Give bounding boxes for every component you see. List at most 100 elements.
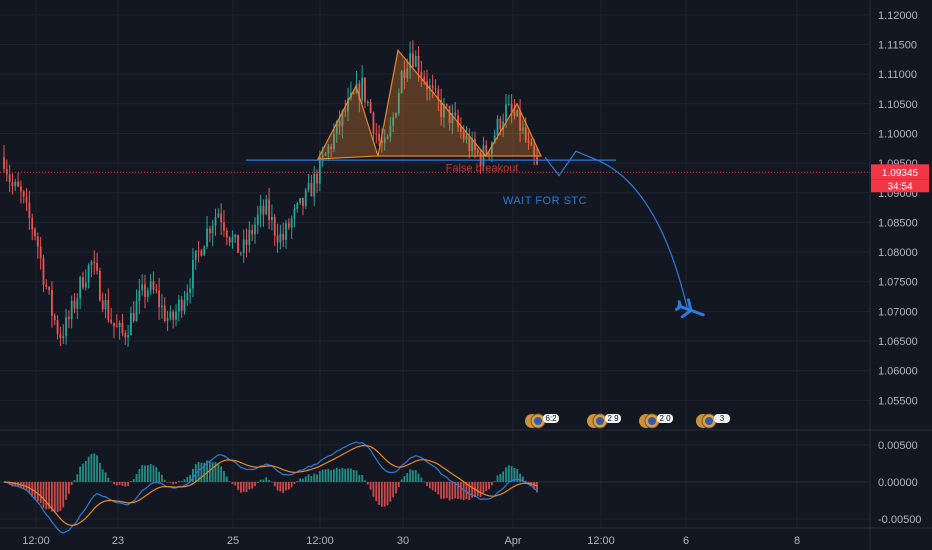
histogram-bar [471, 481, 474, 498]
histogram-bar [234, 481, 237, 486]
histogram-bar [389, 481, 392, 502]
histogram-bar [318, 471, 321, 482]
candle-body [445, 104, 448, 106]
head [377, 49, 488, 157]
candle-body [242, 239, 245, 253]
candle-body [341, 110, 344, 127]
histogram-bar [186, 476, 189, 482]
histogram-bar [414, 470, 417, 482]
histogram-bar [217, 463, 220, 482]
histogram-bar [516, 468, 519, 482]
histogram-bar [158, 471, 161, 482]
candle-body [259, 205, 262, 215]
candle-body [366, 101, 369, 103]
histogram-bar [372, 481, 375, 497]
histogram-bar [409, 469, 411, 482]
candle-body [321, 155, 324, 158]
candle-body [158, 290, 161, 307]
histogram-bar [166, 481, 169, 483]
candle-body [211, 225, 214, 234]
histogram-bar [524, 480, 527, 482]
histogram-bar [352, 469, 355, 482]
histogram-bar [197, 462, 200, 482]
histogram-bar [392, 481, 395, 498]
candle-body [296, 203, 299, 209]
histogram-bar [62, 481, 65, 508]
candle-body [127, 335, 129, 338]
histogram-bar [220, 466, 223, 482]
event-marker: 2 0 [639, 413, 673, 429]
candle-body [141, 284, 144, 291]
event-count-badge [543, 414, 559, 423]
candle-body [476, 150, 479, 153]
histogram-bar [239, 481, 242, 493]
histogram-bar [135, 474, 138, 482]
candle-body [459, 126, 462, 132]
candle-body [485, 145, 488, 154]
price-tick-label: 1.06500 [878, 336, 918, 348]
candle-body [287, 223, 290, 228]
candle-body [327, 146, 330, 154]
candle-body [380, 140, 383, 143]
candle-body [333, 133, 335, 150]
histogram-bar [39, 481, 42, 504]
candle-body [499, 118, 502, 130]
candle-body [31, 218, 34, 230]
histogram-bar [113, 481, 115, 485]
time-tick-label: 6 [683, 535, 689, 547]
price-tick-label: 1.11000 [878, 69, 917, 81]
histogram-bar [505, 467, 507, 482]
candle-body [502, 121, 505, 130]
candle-body [183, 300, 186, 311]
event-count-badge [714, 414, 730, 423]
histogram-bar [417, 473, 420, 482]
flag-icon [705, 417, 713, 425]
candle-body [206, 228, 208, 247]
histogram-bar [536, 481, 538, 493]
candle-body [254, 224, 256, 235]
candle-body [530, 142, 533, 146]
candle-body [231, 237, 234, 243]
candle-body [276, 235, 279, 243]
candle-body [448, 105, 451, 124]
histogram-bar [349, 468, 352, 482]
candle-body [524, 127, 527, 141]
candle-body [228, 237, 231, 243]
histogram-bar [440, 481, 443, 499]
candle-body [245, 239, 248, 245]
histogram-bar [313, 473, 316, 482]
histogram-bar [282, 481, 285, 493]
left-shoulder [316, 84, 379, 160]
candle-body [3, 157, 5, 170]
candle-body [271, 216, 273, 221]
candle-body [208, 228, 211, 234]
histogram-bar [293, 481, 296, 484]
candle-body [36, 236, 39, 247]
candle-body [166, 318, 169, 321]
candle-body [152, 281, 155, 290]
price-tick-label: 1.11500 [878, 39, 917, 51]
wait-for-stc-label: WAIT FOR STC [503, 195, 587, 207]
histogram-bar [152, 465, 155, 482]
histogram-bar [488, 481, 490, 490]
candle-body [28, 202, 31, 219]
event-count-badge [605, 414, 621, 423]
histogram-bar [228, 481, 231, 482]
histogram-bar [127, 481, 129, 487]
candle-body [189, 288, 192, 293]
histogram-bar [462, 481, 465, 501]
histogram-bar [144, 465, 146, 482]
price-tick-label: 1.06000 [878, 366, 918, 378]
histogram-bar [183, 479, 186, 482]
histogram-bar [189, 474, 192, 482]
histogram-bar [302, 478, 304, 482]
candle-body [146, 290, 149, 297]
flag-icon [648, 417, 656, 425]
histogram-bar [333, 469, 335, 482]
candle-body [414, 55, 417, 67]
candle-body [186, 292, 189, 301]
histogram-bar [223, 471, 225, 482]
candles [3, 40, 538, 347]
candle-body [299, 197, 302, 204]
